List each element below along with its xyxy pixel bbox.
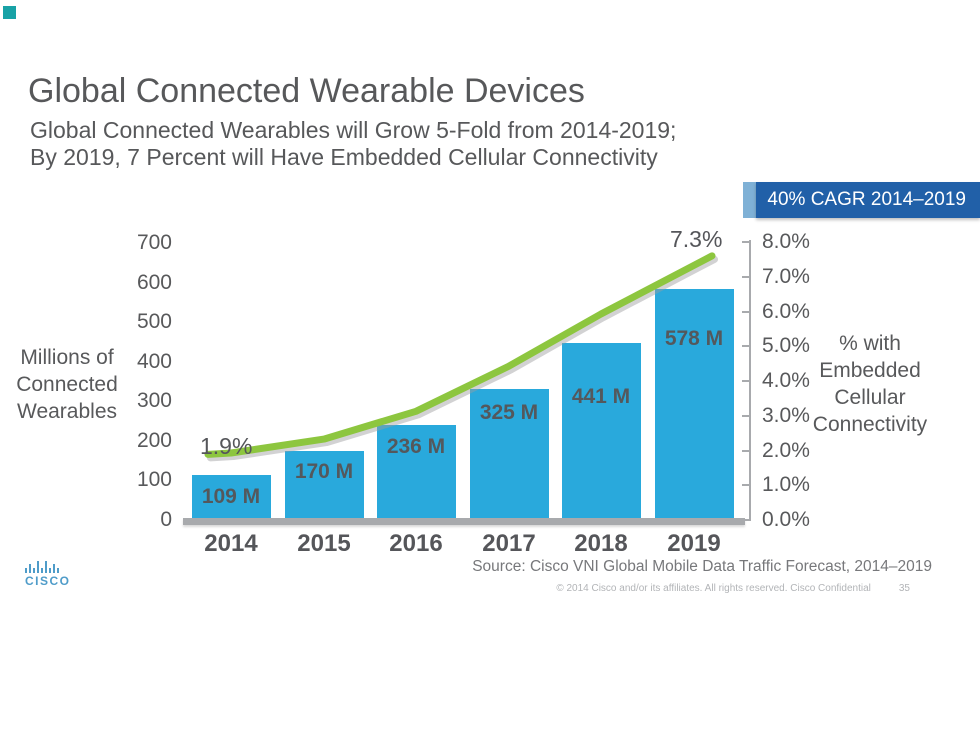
bar-value-label: 578 M — [664, 327, 724, 350]
right-axis-tick-label: 2.0% — [762, 438, 810, 462]
badge-accent-strip — [743, 182, 757, 218]
x-axis-label-2015: 2015 — [297, 530, 351, 557]
right-axis-tick-mark — [742, 241, 750, 243]
slide-subtitle-line1: Global Connected Wearables will Grow 5-F… — [30, 117, 677, 143]
left-axis-tick-label: 100 — [136, 468, 172, 492]
x-axis-label-2019: 2019 — [667, 530, 721, 557]
x-axis-label-2018: 2018 — [574, 530, 628, 557]
badge-text: 40% CAGR 2014–2019 — [756, 182, 980, 218]
x-axis-label-2014: 2014 — [204, 530, 258, 557]
cisco-bridge-icon — [25, 560, 85, 573]
right-axis-tick-mark — [742, 414, 750, 417]
right-axis-tick-mark — [742, 484, 750, 487]
right-axis-tick-label: 1.0% — [762, 473, 810, 497]
left-axis-tick-label: 600 — [136, 270, 172, 294]
cisco-bridge-bar — [57, 568, 59, 573]
wearables-bar-2014: 109 M — [191, 475, 271, 518]
right-axis-line — [749, 240, 751, 521]
right-axis-title-line: % with — [839, 332, 901, 355]
right-axis-tick-label: 3.0% — [762, 403, 810, 427]
bar-value-label: 236 M — [386, 435, 446, 458]
line-start-value-label: 1.9% — [200, 433, 253, 459]
right-axis-tick-label: 7.0% — [762, 264, 810, 288]
right-axis-tick-mark — [742, 519, 750, 521]
slide-number: 35 — [898, 583, 910, 594]
wearables-bar-2018: 441 M — [561, 343, 641, 518]
right-axis-tick-label: 4.0% — [762, 369, 810, 392]
footer-copyright: © 2014 Cisco and/or its affiliates. All … — [556, 583, 910, 594]
right-axis-title: % with Embedded Cellular Connectivity — [795, 330, 945, 438]
left-axis-tick-label: 400 — [136, 349, 172, 373]
bar-value-label: 325 M — [479, 401, 539, 424]
left-axis-title: Millions of Connected Wearables — [6, 344, 128, 425]
slide-title: Global Connected Wearable Devices — [28, 72, 585, 110]
cisco-logo: CISCO — [25, 560, 85, 588]
cisco-bridge-bar — [53, 564, 55, 573]
wearables-bar-2016: 236 M — [376, 425, 456, 518]
x-axis-label-2017: 2017 — [482, 530, 536, 557]
source-note: Source: Cisco VNI Global Mobile Data Tra… — [472, 558, 932, 575]
right-axis-tick-mark — [742, 380, 750, 382]
right-axis-tick-mark — [742, 449, 750, 452]
cisco-bridge-bar — [25, 568, 27, 573]
right-axis-tick-label: 5.0% — [762, 334, 810, 358]
x-axis-baseline — [183, 518, 745, 525]
bar-value-label: 170 M — [294, 460, 354, 483]
right-axis-tick-mark — [742, 345, 750, 348]
left-axis-tick-label: 200 — [136, 428, 172, 452]
left-axis-title-line: Millions of — [20, 346, 114, 369]
right-axis-tick-label: 8.0% — [762, 230, 810, 253]
right-axis-title-line: Connectivity — [812, 413, 928, 436]
wearables-bar-2015: 170 M — [284, 451, 364, 518]
corner-accent-square — [3, 6, 16, 19]
right-axis-tick-label: 6.0% — [762, 299, 810, 323]
x-axis-label-2016: 2016 — [389, 530, 443, 557]
bar-value-label: 441 M — [571, 385, 631, 408]
right-axis-title-line: Embedded — [819, 359, 921, 382]
wearables-bar-2017: 325 M — [469, 389, 549, 518]
left-axis-title-line: Wearables — [17, 400, 117, 423]
left-axis-tick-label: 300 — [136, 389, 172, 413]
right-axis-title-line: Cellular — [834, 386, 906, 409]
right-axis-tick-mark — [742, 310, 750, 313]
cagr-callout-badge: 40% CAGR 2014–2019 — [743, 182, 980, 218]
right-axis-tick-label: 0.0% — [762, 508, 810, 531]
bar-value-label: 109 M — [201, 485, 261, 508]
left-axis-tick-label: 700 — [136, 231, 172, 254]
cisco-logo-text: CISCO — [25, 574, 71, 588]
wearables-bar-2019: 578 M — [654, 289, 734, 518]
line-end-value-label: 7.3% — [670, 226, 723, 252]
cisco-bridge-bar — [41, 568, 43, 573]
left-axis-title-line: Connected — [16, 373, 118, 396]
cisco-bridge-bar — [49, 568, 51, 573]
slide-subtitle-line2: By 2019, 7 Percent will Have Embedded Ce… — [30, 144, 658, 170]
copyright-text: © 2014 Cisco and/or its affiliates. All … — [556, 583, 871, 594]
left-axis-tick-label: 500 — [136, 310, 172, 334]
cisco-bridge-bar — [29, 564, 31, 573]
cisco-bridge-bar — [33, 568, 35, 573]
left-axis-tick-label: 0 — [160, 508, 172, 531]
right-axis-tick-mark — [742, 275, 750, 278]
cisco-bridge-bar — [45, 561, 47, 573]
cisco-bridge-bar — [37, 561, 39, 573]
